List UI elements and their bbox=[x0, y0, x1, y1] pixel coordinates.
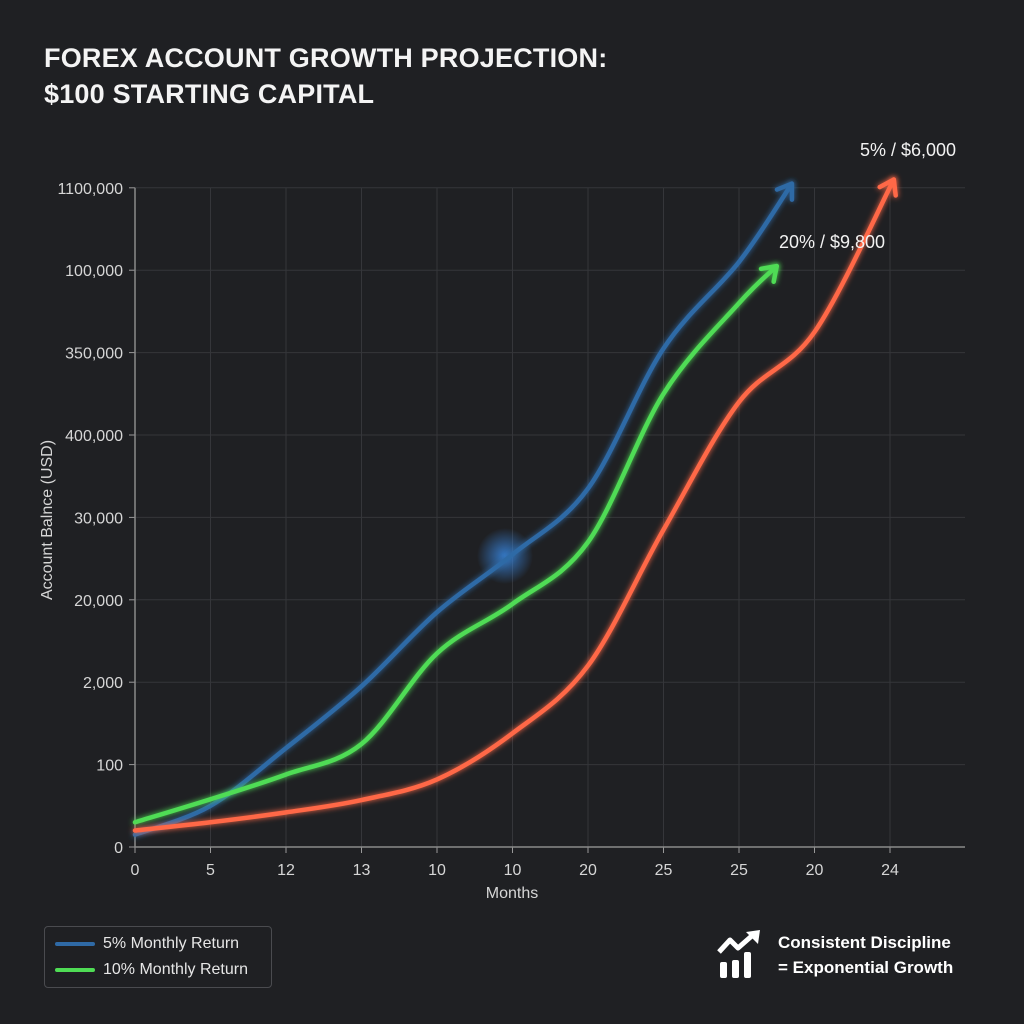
x-tick-label: 12 bbox=[277, 862, 295, 879]
x-tick-label: 20 bbox=[806, 862, 824, 879]
series-line-5pct bbox=[132, 181, 795, 837]
y-tick-label: 350,000 bbox=[65, 346, 123, 363]
y-axis-label: Account Balnce (USD) bbox=[39, 440, 56, 600]
x-tick-label: 10 bbox=[428, 862, 446, 879]
data-annotation: 5% / $6,000 bbox=[860, 140, 956, 160]
x-tick-label: 24 bbox=[881, 862, 899, 879]
x-axis-label: Months bbox=[486, 885, 538, 902]
legend-label: 10% Monthly Return bbox=[103, 961, 248, 978]
x-tick-label: 25 bbox=[730, 862, 748, 879]
title-line-1: FOREX ACCOUNT GROWTH PROJECTION: bbox=[44, 43, 608, 73]
legend-item-5pct: 5% Monthly Return bbox=[55, 935, 239, 953]
arrowhead-icon bbox=[758, 263, 779, 285]
x-tick-label: 0 bbox=[131, 862, 140, 879]
legend-swatch bbox=[55, 942, 95, 946]
legend-label: 5% Monthly Return bbox=[103, 935, 240, 952]
legend: 5% Monthly Return 10% Monthly Return bbox=[44, 926, 272, 988]
y-tick-label: 20,000 bbox=[74, 593, 123, 610]
tagline-line-1: Consistent Discipline bbox=[778, 933, 951, 952]
chart-title: FOREX ACCOUNT GROWTH PROJECTION: $100 ST… bbox=[44, 40, 607, 112]
data-annotation: 20% / $9,800 bbox=[779, 232, 885, 252]
x-tick-label: 20 bbox=[579, 862, 597, 879]
series-line-orange bbox=[132, 177, 897, 833]
tagline-line-2: = Exponential Growth bbox=[778, 958, 954, 977]
y-tick-label: 30,000 bbox=[74, 510, 123, 527]
x-tick-label: 5 bbox=[206, 862, 215, 879]
y-tick-label: 2,000 bbox=[83, 675, 123, 692]
y-tick-label: 100,000 bbox=[65, 263, 123, 280]
y-tick-label: 400,000 bbox=[65, 428, 123, 445]
title-line-2: $100 STARTING CAPITAL bbox=[44, 79, 375, 109]
legend-swatch bbox=[55, 968, 95, 972]
y-tick-label: 1100,000 bbox=[57, 181, 123, 198]
arrowhead-icon bbox=[774, 181, 795, 202]
series-line-10pct bbox=[132, 263, 779, 825]
growth-chart-icon bbox=[717, 930, 760, 978]
y-tick-label: 100 bbox=[96, 758, 123, 775]
x-tick-label: 10 bbox=[504, 862, 522, 879]
tagline: Consistent Discipline = Exponential Grow… bbox=[716, 930, 953, 980]
arrowhead-icon bbox=[877, 177, 898, 198]
legend-item-10pct: 10% Monthly Return bbox=[55, 961, 248, 979]
y-tick-label: 0 bbox=[114, 840, 123, 857]
x-tick-label: 25 bbox=[655, 862, 673, 879]
x-tick-label: 13 bbox=[353, 862, 371, 879]
